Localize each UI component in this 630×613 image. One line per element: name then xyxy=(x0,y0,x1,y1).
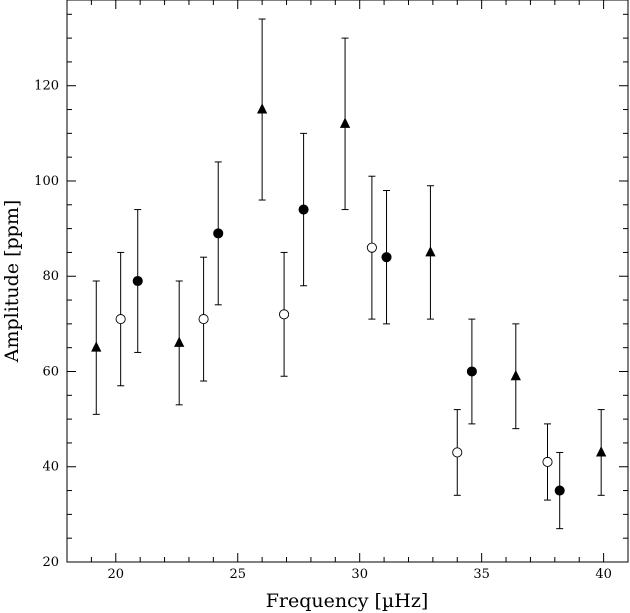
x-tick-label: 20 xyxy=(108,567,125,582)
y-tick-label: 120 xyxy=(34,79,59,94)
x-tick-label: 25 xyxy=(229,567,246,582)
filled-circle-marker xyxy=(213,228,224,239)
y-tick-label: 60 xyxy=(42,364,59,379)
triangle-marker xyxy=(339,117,351,128)
triangle-marker xyxy=(510,369,521,381)
open-circle-marker xyxy=(366,242,377,253)
filled-circle-marker xyxy=(132,275,143,287)
y-tick-label: 100 xyxy=(34,174,59,189)
axis-ticks: 20 25 30 35 40 20 40 60 80 100 120 xyxy=(34,0,629,582)
open-circle-marker xyxy=(452,447,463,458)
x-tick-label: 30 xyxy=(351,567,368,582)
y-tick-label: 20 xyxy=(42,555,59,570)
y-tick-label: 80 xyxy=(42,269,59,284)
open-circle-marker xyxy=(115,314,126,325)
filled-circle-marker xyxy=(466,366,477,377)
filled-circle-marker xyxy=(381,252,392,263)
open-circle-marker xyxy=(198,314,209,325)
triangle-marker xyxy=(596,446,607,457)
y-axis-title: Amplitude [ppm] xyxy=(1,200,23,364)
plot-frame xyxy=(66,0,629,563)
filled-circle-marker xyxy=(554,485,565,496)
x-tick-label: 40 xyxy=(595,567,612,582)
triangle-marker xyxy=(256,103,268,114)
x-tick-label: 35 xyxy=(473,567,490,582)
open-circle-marker xyxy=(279,309,290,320)
triangle-marker xyxy=(91,341,102,352)
triangle-marker xyxy=(174,336,185,347)
filled-circle-marker xyxy=(298,204,309,215)
data-marks xyxy=(91,18,607,530)
triangle-marker xyxy=(425,246,436,257)
open-circle-marker xyxy=(542,456,553,468)
y-tick-label: 40 xyxy=(42,460,59,475)
x-axis-title: Frequency [µHz] xyxy=(266,590,429,612)
